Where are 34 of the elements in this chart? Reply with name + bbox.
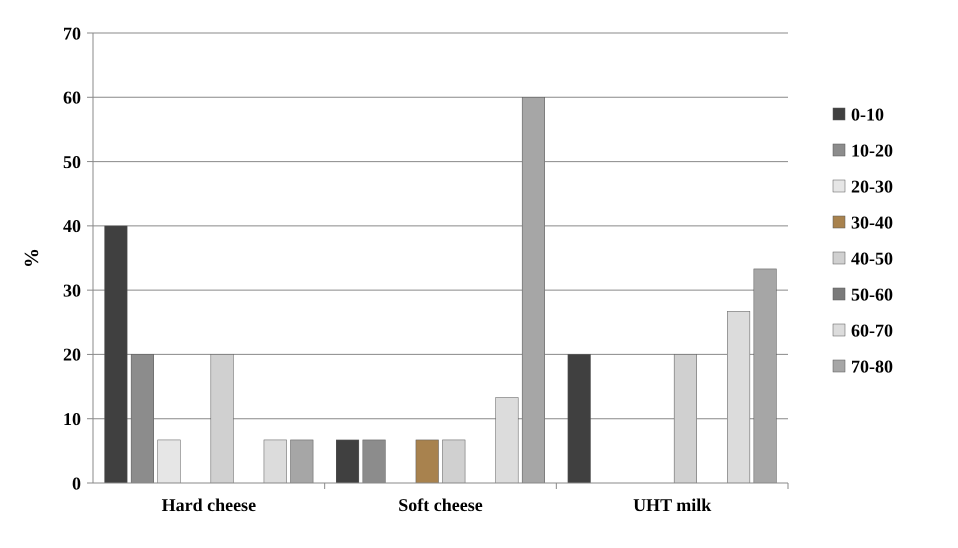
y-tick-label: 50 xyxy=(63,152,81,172)
y-tick-label: 0 xyxy=(72,473,81,494)
bar xyxy=(104,226,128,484)
y-tick-label: 60 xyxy=(63,88,81,108)
y-tick-label: 20 xyxy=(63,344,81,365)
bar xyxy=(416,440,439,484)
bar xyxy=(568,354,591,484)
legend-label: 30-40 xyxy=(851,212,893,232)
y-tick-label: 30 xyxy=(63,280,81,300)
bar xyxy=(210,354,234,484)
bar xyxy=(674,354,697,484)
x-tick-label: Hard cheese xyxy=(162,495,256,515)
legend-label: 70-80 xyxy=(851,356,893,376)
y-axis-title: % xyxy=(21,248,43,268)
bar xyxy=(264,440,287,484)
y-tick-label: 40 xyxy=(63,216,81,236)
legend-label: 10-20 xyxy=(851,140,893,160)
y-tick-label: 70 xyxy=(63,23,81,44)
bar xyxy=(290,440,314,484)
bar xyxy=(157,440,181,484)
bar xyxy=(727,311,750,484)
legend-label: 0-10 xyxy=(851,104,884,124)
bar xyxy=(754,268,777,484)
legend-label: 50-60 xyxy=(851,284,893,304)
bar xyxy=(336,440,360,484)
y-tick-label: 10 xyxy=(63,409,81,430)
bar xyxy=(495,397,518,484)
legend-label: 60-70 xyxy=(851,320,893,340)
x-tick-label: Soft cheese xyxy=(398,495,483,515)
x-tick-label: UHT milk xyxy=(633,495,712,515)
legend-label: 20-30 xyxy=(851,176,893,196)
bar xyxy=(522,97,545,484)
bar xyxy=(442,440,466,484)
legend-label: 40-50 xyxy=(851,248,893,268)
